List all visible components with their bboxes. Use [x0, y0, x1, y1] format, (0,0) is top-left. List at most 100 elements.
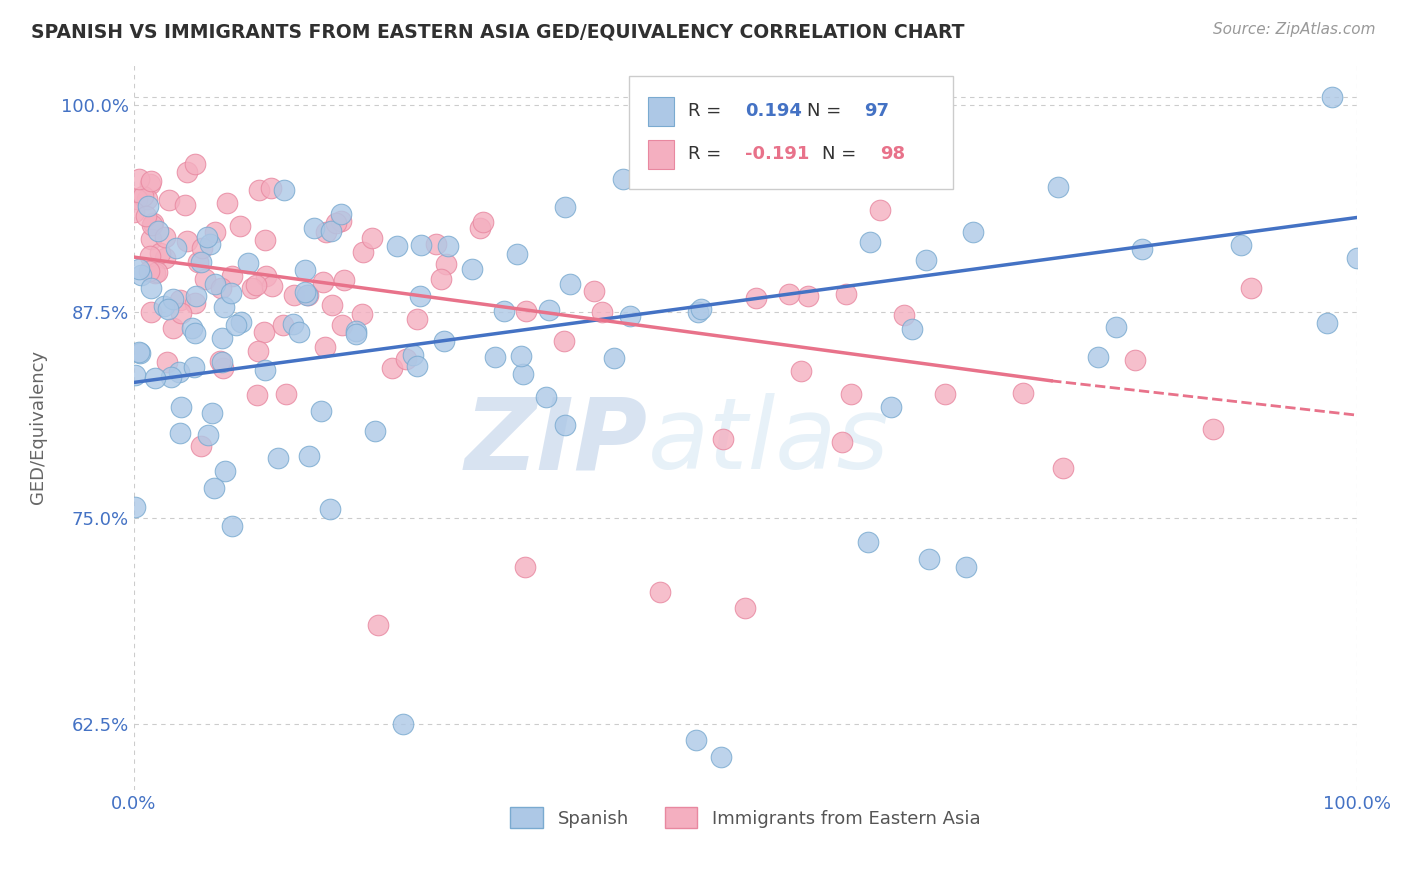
Point — [711, 432, 734, 446]
Point — [156, 354, 179, 368]
Point — [184, 296, 207, 310]
Point — [1130, 242, 1153, 256]
Point — [893, 308, 915, 322]
Point — [402, 348, 425, 362]
Point — [139, 249, 162, 263]
Bar — [648, 96, 675, 126]
Point — [385, 239, 408, 253]
Text: ZIP: ZIP — [464, 393, 648, 490]
Point — [648, 205, 671, 219]
Point — [139, 232, 162, 246]
Point — [778, 286, 800, 301]
Point — [169, 365, 191, 379]
Legend: Spanish, Immigrants from Eastern Asia: Spanish, Immigrants from Eastern Asia — [503, 800, 987, 835]
Point — [901, 322, 924, 336]
Point — [139, 280, 162, 294]
Text: R =: R = — [688, 145, 727, 163]
Point — [1230, 238, 1253, 252]
Point — [225, 318, 247, 332]
Point — [184, 157, 207, 171]
Point — [554, 418, 576, 433]
Point — [125, 192, 148, 206]
Point — [325, 216, 347, 230]
Point — [254, 268, 277, 283]
Point — [405, 359, 427, 373]
Point — [187, 255, 209, 269]
Point — [648, 585, 671, 599]
Point — [534, 390, 557, 404]
Point — [212, 300, 235, 314]
Point — [591, 305, 613, 319]
Point — [364, 424, 387, 438]
Point — [165, 241, 187, 255]
Point — [194, 272, 217, 286]
Point — [330, 318, 353, 332]
Point — [138, 264, 160, 278]
Point — [204, 225, 226, 239]
Point — [236, 256, 259, 270]
Point — [149, 246, 172, 260]
Point — [344, 324, 367, 338]
Point — [315, 225, 337, 239]
Point — [509, 349, 531, 363]
Point — [955, 560, 977, 574]
Point — [1052, 461, 1074, 475]
Point — [183, 326, 205, 340]
Point — [1105, 319, 1128, 334]
Point — [229, 315, 252, 329]
Point — [515, 560, 537, 574]
Point — [148, 224, 170, 238]
Text: 98: 98 — [880, 145, 905, 163]
Point — [288, 325, 311, 339]
Point — [136, 192, 159, 206]
Point — [169, 400, 191, 414]
Point — [247, 343, 270, 358]
Point — [294, 263, 316, 277]
Point — [869, 202, 891, 217]
Point — [314, 340, 336, 354]
Point — [143, 266, 166, 280]
Point — [312, 276, 335, 290]
Point — [204, 277, 226, 292]
Point — [217, 196, 239, 211]
Point — [1320, 90, 1343, 104]
Point — [221, 268, 243, 283]
Point — [318, 502, 340, 516]
Point — [283, 288, 305, 302]
Point — [686, 305, 709, 319]
Point — [254, 233, 277, 247]
Point — [918, 552, 941, 566]
Point — [797, 288, 820, 302]
Point — [880, 400, 903, 414]
Point — [157, 194, 180, 208]
Y-axis label: GED/Equivalency: GED/Equivalency — [30, 350, 46, 504]
Point — [329, 213, 352, 227]
Point — [136, 199, 159, 213]
Point — [1316, 316, 1339, 330]
Point — [198, 237, 221, 252]
Point — [553, 334, 575, 349]
Point — [153, 230, 176, 244]
Point — [436, 257, 458, 271]
Point — [153, 299, 176, 313]
Point — [685, 733, 707, 747]
Point — [408, 289, 430, 303]
Point — [176, 165, 198, 179]
Point — [271, 318, 294, 332]
Point — [1087, 351, 1109, 365]
Point — [831, 435, 853, 450]
Text: R =: R = — [688, 103, 727, 120]
Point — [202, 482, 225, 496]
Point — [146, 265, 169, 279]
Point — [174, 198, 197, 212]
Point — [484, 350, 506, 364]
Point — [745, 291, 768, 305]
Point — [352, 244, 374, 259]
Point — [505, 247, 527, 261]
Bar — [648, 139, 675, 169]
Point — [1346, 251, 1368, 265]
Point — [437, 239, 460, 253]
Point — [124, 368, 146, 382]
Point — [214, 464, 236, 478]
Point — [160, 370, 183, 384]
